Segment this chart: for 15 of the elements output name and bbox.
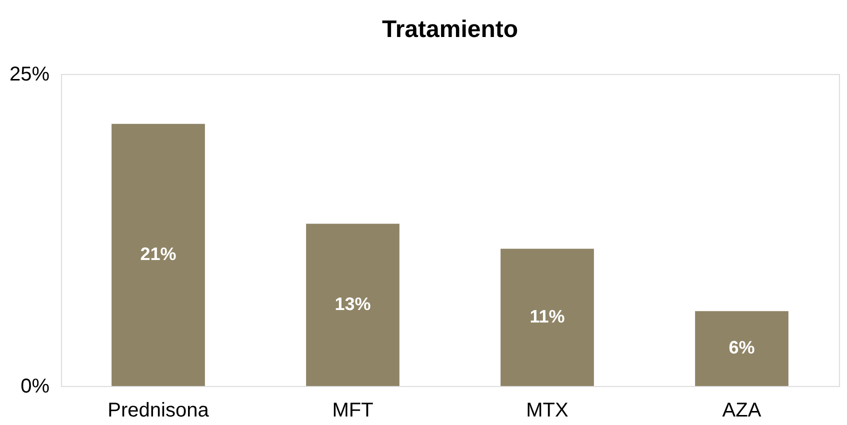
x-tick-label: Prednisona <box>108 400 210 422</box>
x-tick-label: MFT <box>332 400 374 422</box>
data-label: 6% <box>728 338 755 358</box>
x-tick-label: AZA <box>722 400 762 422</box>
data-label: 13% <box>334 294 371 314</box>
bar <box>500 248 594 386</box>
data-label: 21% <box>140 244 176 264</box>
bar <box>695 311 788 386</box>
y-tick-label: 25% <box>9 64 50 86</box>
bar <box>112 124 205 386</box>
chart-title: Tratamiento <box>382 16 518 43</box>
data-label: 11% <box>530 306 565 326</box>
y-tick-label: 0% <box>20 376 50 398</box>
bar <box>306 224 400 386</box>
x-tick-label: MTX <box>526 400 568 422</box>
